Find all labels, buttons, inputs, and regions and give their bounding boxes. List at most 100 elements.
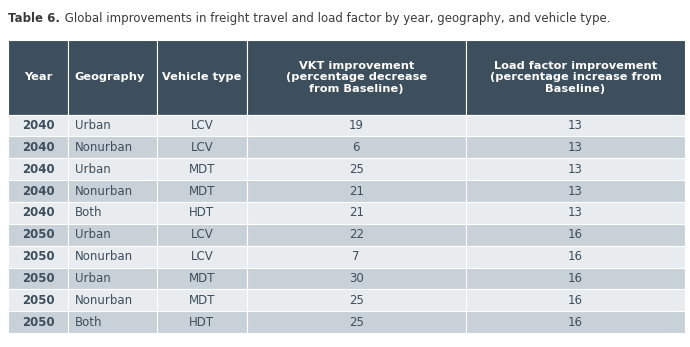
FancyBboxPatch shape xyxy=(466,180,685,202)
FancyBboxPatch shape xyxy=(157,246,246,268)
Text: 2040: 2040 xyxy=(22,119,55,132)
FancyBboxPatch shape xyxy=(246,289,466,311)
Text: Table 6.: Table 6. xyxy=(8,12,60,25)
Text: VKT improvement
(percentage decrease
from Baseline): VKT improvement (percentage decrease fro… xyxy=(286,61,426,94)
FancyBboxPatch shape xyxy=(68,311,157,333)
FancyBboxPatch shape xyxy=(8,136,68,158)
FancyBboxPatch shape xyxy=(8,289,68,311)
Text: 16: 16 xyxy=(568,272,583,285)
Text: Nonurban: Nonurban xyxy=(75,294,133,307)
Text: 25: 25 xyxy=(348,294,364,307)
FancyBboxPatch shape xyxy=(246,115,466,136)
Text: 13: 13 xyxy=(568,119,583,132)
Text: Urban: Urban xyxy=(75,163,110,176)
FancyBboxPatch shape xyxy=(246,180,466,202)
FancyBboxPatch shape xyxy=(8,224,68,246)
FancyBboxPatch shape xyxy=(466,311,685,333)
FancyBboxPatch shape xyxy=(68,202,157,224)
FancyBboxPatch shape xyxy=(466,158,685,180)
FancyBboxPatch shape xyxy=(8,40,68,115)
Text: Geography: Geography xyxy=(75,72,145,82)
Text: Vehicle type: Vehicle type xyxy=(162,72,241,82)
Text: Urban: Urban xyxy=(75,119,110,132)
FancyBboxPatch shape xyxy=(157,115,246,136)
Text: MDT: MDT xyxy=(188,163,215,176)
FancyBboxPatch shape xyxy=(157,40,246,115)
FancyBboxPatch shape xyxy=(68,136,157,158)
Text: 2050: 2050 xyxy=(22,294,55,307)
Text: 16: 16 xyxy=(568,228,583,241)
FancyBboxPatch shape xyxy=(68,246,157,268)
Text: HDT: HDT xyxy=(189,316,215,329)
Text: LCV: LCV xyxy=(190,228,213,241)
FancyBboxPatch shape xyxy=(246,268,466,289)
Text: MDT: MDT xyxy=(188,185,215,197)
FancyBboxPatch shape xyxy=(68,158,157,180)
FancyBboxPatch shape xyxy=(157,202,246,224)
Text: 25: 25 xyxy=(348,163,364,176)
FancyBboxPatch shape xyxy=(157,158,246,180)
FancyBboxPatch shape xyxy=(466,246,685,268)
FancyBboxPatch shape xyxy=(466,40,685,115)
Text: Load factor improvement
(percentage increase from
Baseline): Load factor improvement (percentage incr… xyxy=(490,61,662,94)
FancyBboxPatch shape xyxy=(157,136,246,158)
Text: 30: 30 xyxy=(349,272,364,285)
FancyBboxPatch shape xyxy=(246,136,466,158)
FancyBboxPatch shape xyxy=(246,311,466,333)
Text: LCV: LCV xyxy=(190,119,213,132)
FancyBboxPatch shape xyxy=(466,115,685,136)
FancyBboxPatch shape xyxy=(68,115,157,136)
FancyBboxPatch shape xyxy=(246,40,466,115)
Text: LCV: LCV xyxy=(190,141,213,154)
FancyBboxPatch shape xyxy=(157,268,246,289)
FancyBboxPatch shape xyxy=(8,158,68,180)
Text: MDT: MDT xyxy=(188,294,215,307)
Text: 2040: 2040 xyxy=(22,141,55,154)
FancyBboxPatch shape xyxy=(466,268,685,289)
Text: 2040: 2040 xyxy=(22,163,55,176)
Text: 2040: 2040 xyxy=(22,185,55,197)
FancyBboxPatch shape xyxy=(68,268,157,289)
Text: 13: 13 xyxy=(568,141,583,154)
FancyBboxPatch shape xyxy=(466,136,685,158)
FancyBboxPatch shape xyxy=(246,158,466,180)
Text: 21: 21 xyxy=(348,206,364,219)
FancyBboxPatch shape xyxy=(466,289,685,311)
Text: 19: 19 xyxy=(348,119,364,132)
Text: Urban: Urban xyxy=(75,272,110,285)
Text: Global improvements in freight travel and load factor by year, geography, and ve: Global improvements in freight travel an… xyxy=(61,12,610,25)
Text: Urban: Urban xyxy=(75,228,110,241)
FancyBboxPatch shape xyxy=(68,289,157,311)
Text: 25: 25 xyxy=(348,316,364,329)
Text: 2050: 2050 xyxy=(22,316,55,329)
Text: Nonurban: Nonurban xyxy=(75,250,133,263)
FancyBboxPatch shape xyxy=(8,268,68,289)
FancyBboxPatch shape xyxy=(157,311,246,333)
Text: Both: Both xyxy=(75,316,102,329)
Text: 16: 16 xyxy=(568,250,583,263)
Text: 16: 16 xyxy=(568,294,583,307)
Text: 2040: 2040 xyxy=(22,206,55,219)
Text: 2050: 2050 xyxy=(22,250,55,263)
FancyBboxPatch shape xyxy=(246,246,466,268)
Text: 7: 7 xyxy=(353,250,360,263)
Text: 2050: 2050 xyxy=(22,228,55,241)
Text: LCV: LCV xyxy=(190,250,213,263)
Text: 16: 16 xyxy=(568,316,583,329)
FancyBboxPatch shape xyxy=(157,224,246,246)
FancyBboxPatch shape xyxy=(68,40,157,115)
Text: Year: Year xyxy=(24,72,52,82)
Text: 6: 6 xyxy=(353,141,360,154)
FancyBboxPatch shape xyxy=(68,180,157,202)
FancyBboxPatch shape xyxy=(8,246,68,268)
Text: Nonurban: Nonurban xyxy=(75,185,133,197)
Text: 13: 13 xyxy=(568,163,583,176)
Text: 21: 21 xyxy=(348,185,364,197)
FancyBboxPatch shape xyxy=(157,180,246,202)
Text: 2050: 2050 xyxy=(22,272,55,285)
Text: 13: 13 xyxy=(568,206,583,219)
FancyBboxPatch shape xyxy=(68,224,157,246)
FancyBboxPatch shape xyxy=(466,224,685,246)
FancyBboxPatch shape xyxy=(466,202,685,224)
Text: Nonurban: Nonurban xyxy=(75,141,133,154)
